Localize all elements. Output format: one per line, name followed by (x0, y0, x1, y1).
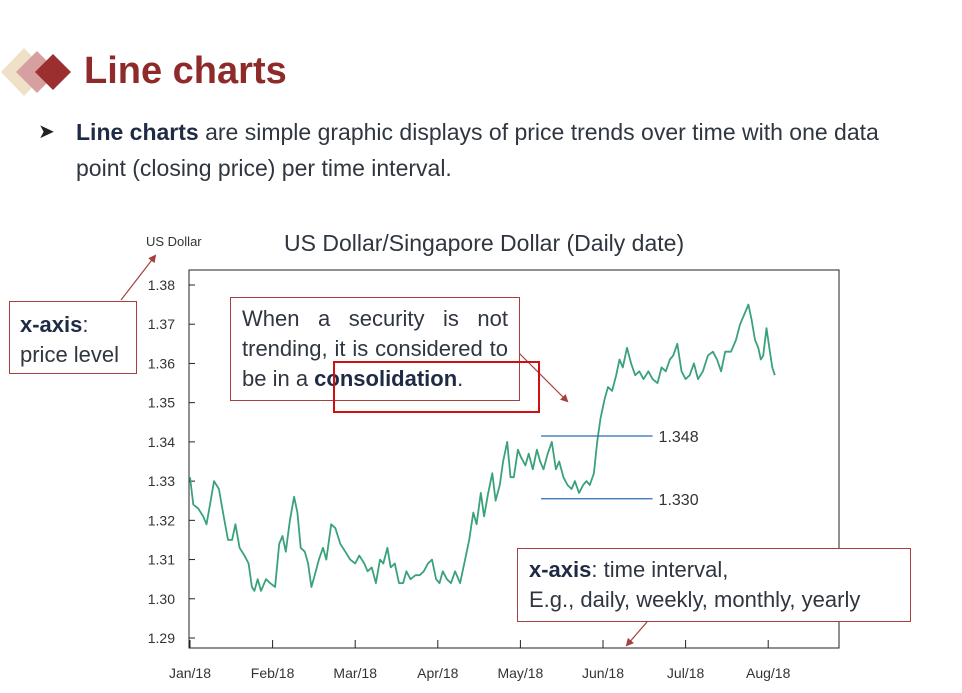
x-tick-label: Jul/18 (667, 665, 705, 681)
y-tick-label: 1.38 (148, 277, 175, 293)
x-axis-callout-line2: E.g., daily, weekly, monthly, yearly (529, 587, 861, 612)
y-axis: 1.29 1.30 1.31 1.32 1.33 1.34 1.35 1.36 1.37 1.38 (148, 277, 195, 646)
x-axis-callout-line1: x-axis: time interval, (529, 555, 899, 585)
x-tick-label: Jan/18 (169, 665, 211, 681)
y-tick-label: 1.34 (148, 434, 175, 450)
x-axis: Jan/18 Feb/18 Mar/18 Apr/18 May/18 Jun/18 Jul/… (169, 640, 791, 681)
title-row: Line charts (0, 40, 600, 104)
plot-area (188, 269, 840, 649)
x-tick-label: Feb/18 (251, 665, 295, 681)
y-tick-label: 1.30 (148, 591, 175, 607)
y-axis-callout: x-axis: price level (9, 301, 137, 374)
y-tick-label: 1.36 (148, 355, 175, 371)
chart-title: US Dollar/Singapore Dollar (Daily date) (284, 230, 685, 256)
consolidation-highlight-box (333, 361, 540, 413)
x-tick-label: Aug/18 (746, 665, 791, 681)
level-label: 1.348 (659, 429, 699, 446)
x-axis-callout: x-axis: time interval, E.g., daily, week… (517, 548, 911, 622)
x-axis-callout-label: x-axis (529, 557, 592, 582)
y-tick-label: 1.37 (148, 316, 175, 332)
consolidation-callout-text: When a security is not trending, it is c… (242, 306, 508, 391)
diamond-bullet-icon (1, 48, 71, 96)
y-axis-callout-label: x-axis (20, 312, 83, 337)
y-tick-label: 1.35 (148, 395, 175, 411)
bullet-bold-term: Line charts (76, 119, 199, 145)
bullet-description: are simple graphic displays of price tre… (76, 119, 879, 181)
consolidation-callout-arrow (515, 349, 569, 403)
consolidation-callout-end: . (457, 366, 464, 391)
x-tick-label: May/18 (497, 665, 543, 681)
arrow-bullet-icon: ➤ (38, 121, 55, 143)
y-tick-label: 1.29 (148, 630, 175, 646)
price-series-line (189, 303, 776, 592)
x-tick-label: Mar/18 (333, 665, 377, 681)
consolidation-term: consolidation (314, 366, 458, 391)
consolidation-levels: 1.348 1.330 (541, 429, 699, 509)
x-tick-label: Apr/18 (417, 665, 458, 681)
page-title: Line charts (84, 50, 287, 92)
level-label: 1.330 (659, 492, 699, 509)
y-tick-label: 1.31 (148, 552, 175, 568)
y-axis-label: US Dollar (146, 234, 202, 249)
y-tick-label: 1.33 (148, 473, 175, 489)
bullet-text: Line charts are simple graphic displays … (76, 114, 916, 186)
x-tick-label: Jun/18 (582, 665, 624, 681)
x-axis-callout-arrow (625, 621, 648, 647)
y-tick-label: 1.32 (148, 512, 175, 528)
y-axis-callout-arrow (120, 254, 157, 301)
consolidation-callout: When a security is not trending, it is c… (230, 297, 520, 401)
x-axis-callout-text: : time interval, (591, 557, 729, 582)
y-axis-callout-text: : price level (20, 312, 120, 367)
